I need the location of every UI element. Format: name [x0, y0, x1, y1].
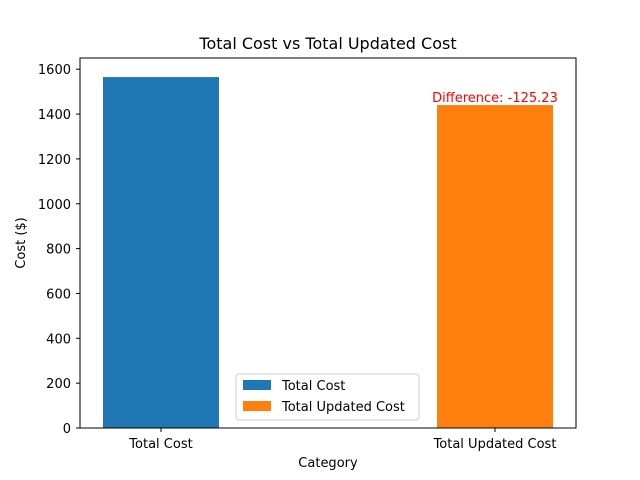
legend-swatch-total-cost — [243, 380, 271, 390]
y-tick-label: 400 — [46, 332, 71, 347]
legend-label-total-cost: Total Cost — [281, 379, 345, 394]
bar-total-cost — [103, 77, 219, 428]
legend-swatch-total-updated-cost — [243, 401, 271, 411]
difference-annotation: Difference: -125.23 — [432, 91, 558, 106]
y-tick-label: 1600 — [38, 63, 71, 78]
legend: Total Cost Total Updated Cost — [235, 373, 420, 421]
plot-frame — [79, 57, 577, 429]
x-axis-title: Category — [298, 456, 358, 471]
y-tick-label: 1200 — [38, 153, 71, 168]
chart-title: Total Cost vs Total Updated Cost — [198, 34, 456, 53]
y-ticks-group: 0 200 400 600 800 1000 1200 1400 1600 — [38, 63, 80, 437]
x-tick-label: Total Cost — [128, 437, 192, 452]
bar-total-updated-cost — [437, 105, 553, 428]
bars-group — [103, 77, 553, 428]
y-tick-label: 800 — [46, 243, 71, 258]
y-tick-label: 200 — [46, 377, 71, 392]
x-ticks-group: Total Cost Total Updated Cost — [128, 428, 556, 452]
y-tick-label: 1000 — [38, 198, 71, 213]
y-tick-label: 1400 — [38, 108, 71, 123]
legend-label-total-updated-cost: Total Updated Cost — [281, 400, 405, 415]
y-tick-label: 0 — [63, 422, 71, 437]
y-axis-title: Cost ($) — [14, 217, 29, 268]
y-tick-label: 600 — [46, 287, 71, 302]
legend-frame — [235, 373, 420, 421]
x-tick-label: Total Updated Cost — [433, 437, 557, 452]
